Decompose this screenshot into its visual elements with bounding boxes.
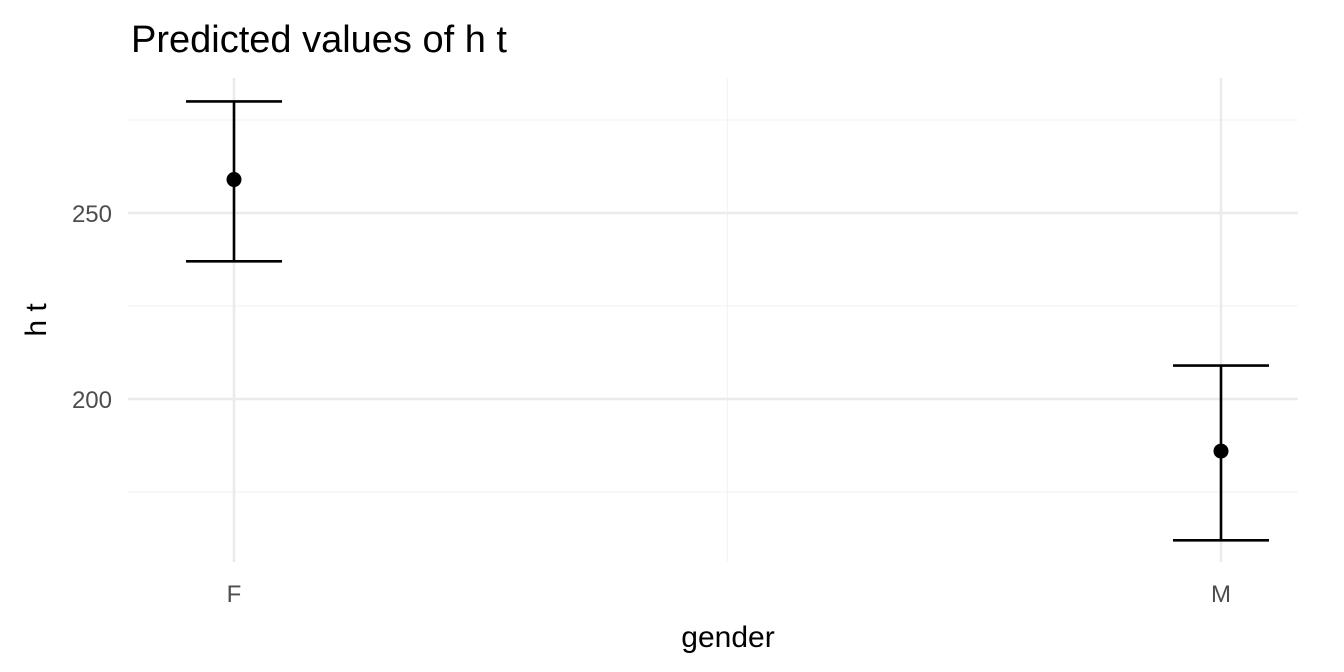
- errorbar-M: [1173, 364, 1269, 542]
- errorbar-F: [186, 100, 282, 263]
- y-axis-ticks: 200 250: [72, 201, 112, 414]
- grid: [128, 78, 1298, 562]
- x-axis-title: gender: [681, 621, 774, 654]
- data-marks: [186, 100, 1269, 542]
- predicted-point: [1213, 443, 1229, 459]
- x-tick-label: M: [1211, 581, 1231, 608]
- y-tick-label: 250: [72, 201, 112, 228]
- y-axis-title: h t: [20, 303, 53, 337]
- x-tick-label: F: [227, 581, 242, 608]
- y-tick-label: 200: [72, 387, 112, 414]
- predicted-point: [226, 172, 242, 188]
- chart-title: Predicted values of h t: [131, 19, 507, 61]
